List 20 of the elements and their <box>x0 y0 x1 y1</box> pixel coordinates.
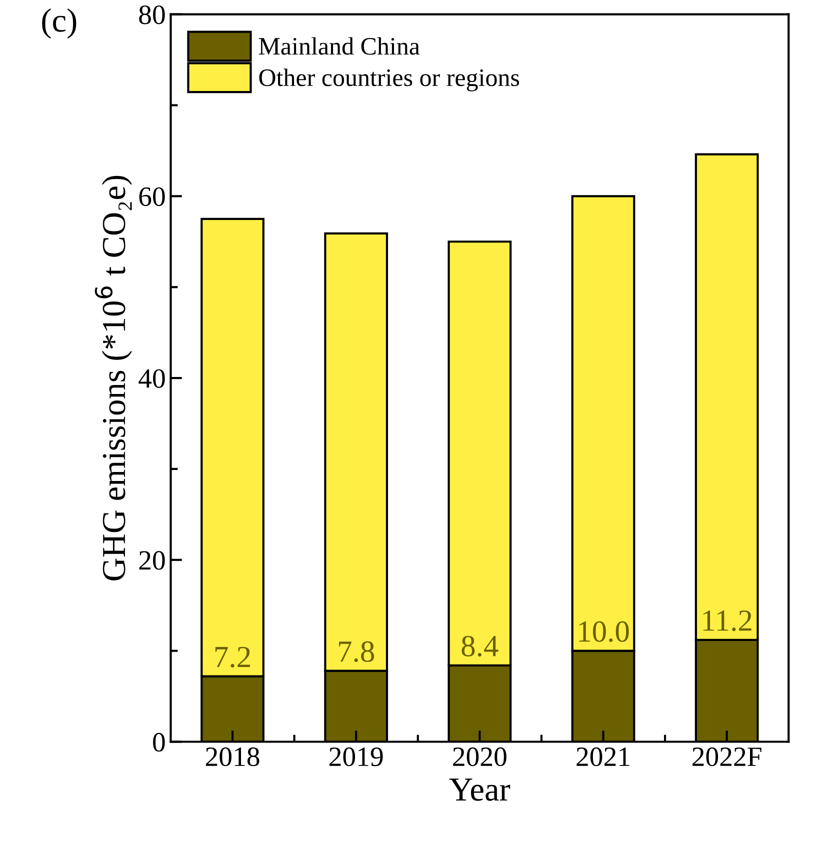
data-label: 11.2 <box>703 610 752 632</box>
y-axis-title: GHG emissions (*10$^{6}$ t CO₂e) <box>94 176 132 580</box>
x-tick-label: 2018 <box>206 747 260 766</box>
legend-label: Mainland China <box>258 37 420 55</box>
y-tick-label: 20 <box>139 551 165 570</box>
x-tick-label: 2020 <box>453 747 506 766</box>
y-tick-label: 0 <box>153 732 165 752</box>
x-tick-label: 2021 <box>576 747 630 766</box>
data-label: 7.8 <box>339 641 374 662</box>
text: (c) <box>42 8 76 39</box>
legend-label: Other countries or regions <box>259 68 520 92</box>
data-label: 7.2 <box>215 646 250 668</box>
x-tick-label: 2022F <box>692 747 762 766</box>
data-label: 8.4 <box>462 636 498 657</box>
x-tick-label: 2019 <box>330 747 383 766</box>
data-label: 10.0 <box>579 621 629 642</box>
y-tick-label: 80 <box>139 5 165 24</box>
y-tick-label: 60 <box>139 187 165 206</box>
y-tick-label: 40 <box>138 369 165 388</box>
x-axis-title: Year <box>449 778 510 801</box>
